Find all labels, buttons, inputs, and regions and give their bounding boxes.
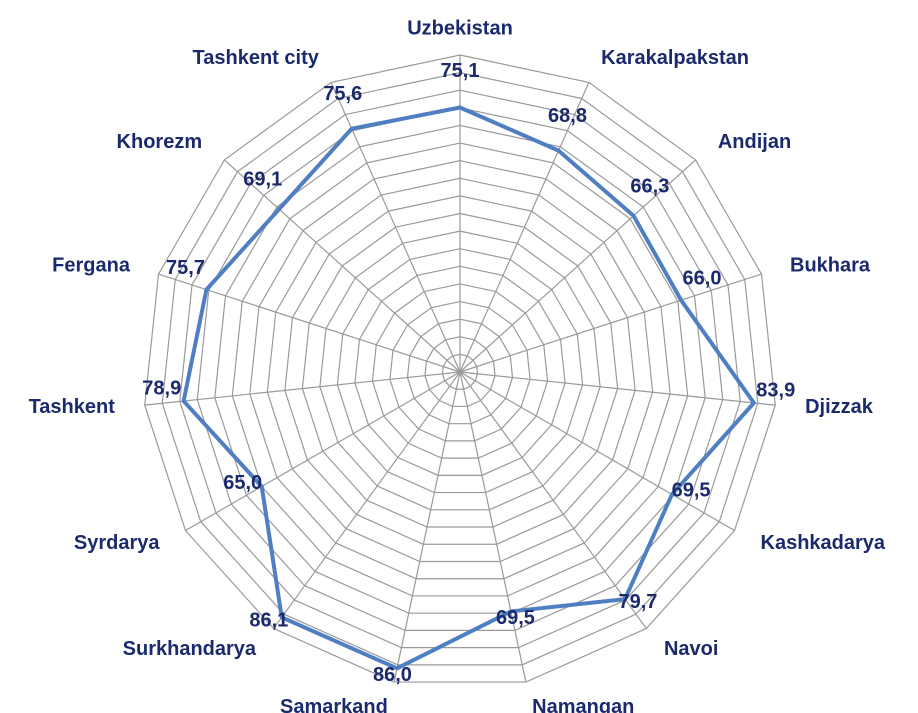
grid-ring — [354, 265, 566, 476]
grid-ring — [249, 160, 671, 580]
category-label: Syrdarya — [74, 532, 160, 554]
category-label: Tashkent — [29, 396, 116, 418]
spoke — [459, 82, 590, 373]
value-label: 75,1 — [441, 60, 480, 82]
spoke — [393, 371, 461, 683]
category-label: Tashkent city — [193, 47, 320, 69]
spoke — [224, 159, 461, 373]
radar-line — [181, 105, 756, 671]
grid-ring — [196, 107, 724, 631]
category-label: Djizzak — [805, 396, 874, 418]
spoke — [158, 273, 461, 373]
value-label: 66,3 — [630, 175, 669, 197]
spoke — [330, 82, 461, 373]
spoke — [459, 159, 696, 373]
grid-ring — [406, 318, 514, 425]
grid-ring — [319, 230, 601, 511]
spoke — [459, 371, 776, 406]
value-label: 75,6 — [323, 83, 362, 105]
value-label: 86,0 — [373, 664, 412, 686]
category-label: Andijan — [718, 131, 791, 153]
category-label: Uzbekistan — [407, 17, 513, 39]
grid-ring — [284, 195, 636, 545]
value-label: 75,7 — [166, 257, 205, 279]
value-label: 69,1 — [243, 169, 282, 191]
grid-ring — [214, 124, 706, 614]
grid-ring — [301, 212, 619, 528]
grid-ring — [441, 353, 479, 390]
category-label: Kashkadarya — [761, 532, 886, 554]
value-label: 66,0 — [683, 268, 722, 290]
spoke — [273, 371, 461, 629]
spoke — [459, 371, 735, 532]
spoke — [459, 371, 647, 629]
category-label: Navoi — [664, 638, 718, 660]
value-label: 86,1 — [249, 609, 288, 631]
value-label: 78,9 — [142, 378, 181, 400]
category-label: Surkhandarya — [123, 638, 257, 660]
grid-ring — [389, 300, 531, 442]
spoke — [459, 273, 762, 373]
grid-ring — [144, 54, 776, 683]
value-label: 83,9 — [756, 379, 795, 401]
spoke — [459, 371, 527, 683]
category-label: Khorezm — [117, 131, 203, 153]
grid-ring — [336, 248, 584, 494]
category-label: Samarkand — [280, 696, 388, 713]
grid-ring — [371, 283, 549, 459]
category-label: Karakalpakstan — [601, 47, 749, 69]
category-label: Fergana — [52, 254, 131, 276]
grid-ring — [424, 336, 496, 408]
value-label: 69,5 — [672, 480, 711, 502]
spoke — [185, 371, 461, 532]
grid-ring — [161, 71, 759, 666]
grid-ring — [231, 142, 689, 597]
value-label: 68,8 — [548, 105, 587, 127]
value-label: 65,0 — [223, 472, 262, 494]
category-label: Bukhara — [790, 254, 871, 276]
grid-ring — [266, 177, 654, 563]
value-label: 69,5 — [496, 607, 535, 629]
grid-ring — [179, 89, 741, 649]
spoke — [144, 371, 461, 406]
category-label: Namangan — [532, 696, 634, 713]
value-label: 79,7 — [618, 591, 657, 613]
